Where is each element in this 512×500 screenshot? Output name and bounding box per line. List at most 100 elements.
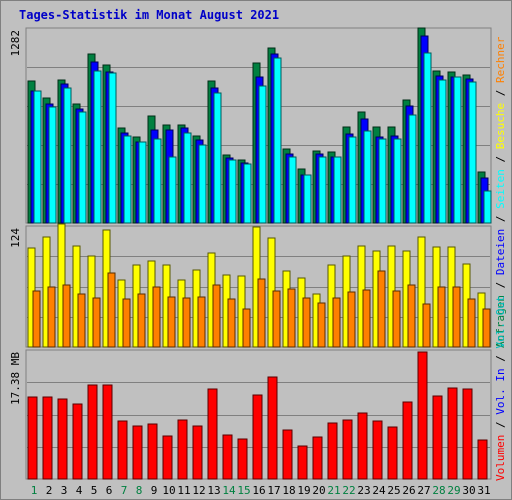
bar-seiten-day-11	[183, 132, 192, 224]
day-label-16: 16	[252, 484, 265, 497]
bar-volumen-day-12	[192, 425, 203, 480]
day-label-14: 14	[222, 484, 236, 497]
bar-volumen-day-10	[162, 435, 173, 480]
legend-besuche: Besuche	[494, 103, 507, 149]
bar-rechner-day-1	[32, 290, 41, 348]
legend-volout: Vol. Out	[494, 296, 507, 349]
bar-rechner-day-31	[482, 308, 491, 348]
day-label-21: 21	[327, 484, 340, 497]
bar-rechner-day-14	[227, 298, 236, 348]
bar-volumen-day-19	[297, 445, 308, 480]
bar-seiten-day-21	[333, 156, 342, 224]
bar-seiten-day-18	[288, 156, 297, 224]
day-label-17: 17	[267, 484, 280, 497]
day-label-22: 22	[342, 484, 355, 497]
day-label-8: 8	[136, 484, 143, 497]
bar-volumen-day-6	[102, 384, 113, 480]
bar-rechner-day-18	[287, 288, 296, 348]
bar-seiten-day-13	[213, 92, 222, 224]
axis-max-label-visits-sites: 124	[9, 228, 22, 248]
day-label-13: 13	[207, 484, 220, 497]
legend-separator: /	[494, 83, 507, 103]
bar-seiten-day-30	[468, 81, 477, 224]
legend-separator: /	[494, 149, 507, 169]
bar-rechner-day-9	[152, 286, 161, 348]
bar-seiten-day-7	[123, 135, 132, 224]
bar-rechner-day-20	[317, 302, 326, 348]
bar-rechner-day-24	[377, 270, 386, 348]
bar-rechner-day-8	[137, 293, 146, 348]
bar-rechner-day-10	[167, 296, 176, 348]
day-label-10: 10	[162, 484, 175, 497]
bar-volumen-day-20	[312, 436, 323, 480]
day-label-19: 19	[297, 484, 310, 497]
day-label-11: 11	[177, 484, 190, 497]
bar-rechner-day-12	[197, 296, 206, 348]
bar-rechner-day-21	[332, 297, 341, 348]
bar-seiten-day-6	[108, 72, 117, 224]
bar-volumen-day-26	[402, 401, 413, 480]
legend-separator: /	[494, 415, 507, 435]
day-label-9: 9	[151, 484, 158, 497]
bar-volumen-day-18	[282, 429, 293, 480]
bar-volumen-day-27	[417, 351, 428, 480]
bar-seiten-day-12	[198, 144, 207, 224]
day-label-28: 28	[432, 484, 445, 497]
day-label-31: 31	[477, 484, 490, 497]
day-label-1: 1	[31, 484, 38, 497]
bar-volumen-day-16	[252, 394, 263, 480]
bar-volumen-day-3	[57, 398, 68, 480]
legend-separator: /	[494, 209, 507, 229]
legend-dateien: Dateien	[494, 229, 507, 275]
chart-title: Tages-Statistik im Monat August 2021	[19, 8, 280, 22]
legend-upper: Anfragen / Dateien / Seiten / Besuche / …	[494, 36, 507, 348]
bar-volumen-day-13	[207, 388, 218, 480]
bar-rechner-day-28	[437, 286, 446, 348]
bar-seiten-day-8	[138, 141, 147, 224]
bar-seiten-day-24	[378, 138, 387, 224]
legend-separator: /	[494, 275, 507, 295]
bar-seiten-day-2	[48, 106, 57, 224]
bar-rechner-day-7	[122, 298, 131, 348]
bar-seiten-day-16	[258, 85, 267, 224]
bar-seiten-day-5	[93, 70, 102, 224]
bar-volumen-day-7	[117, 420, 128, 480]
bar-volumen-day-25	[387, 426, 398, 480]
bar-rechner-day-15	[242, 308, 251, 348]
day-label-27: 27	[417, 484, 430, 497]
day-label-7: 7	[121, 484, 128, 497]
bar-rechner-day-29	[452, 286, 461, 348]
bar-seiten-day-3	[63, 87, 72, 224]
bar-rechner-day-16	[257, 278, 266, 348]
bar-rechner-day-25	[392, 290, 401, 348]
bar-rechner-day-3	[62, 284, 71, 348]
day-label-29: 29	[447, 484, 460, 497]
bar-rechner-day-5	[92, 297, 101, 348]
legend-lower: Volumen / Vol. In / Vol. Out	[494, 296, 507, 481]
bar-seiten-day-1	[33, 90, 42, 224]
bar-seiten-day-15	[243, 163, 252, 224]
day-label-15: 15	[237, 484, 250, 497]
day-label-18: 18	[282, 484, 295, 497]
day-label-26: 26	[402, 484, 415, 497]
day-label-20: 20	[312, 484, 325, 497]
bar-rechner-day-6	[107, 272, 116, 348]
day-label-4: 4	[76, 484, 83, 497]
bar-seiten-day-29	[453, 76, 462, 224]
day-label-12: 12	[192, 484, 205, 497]
bar-rechner-day-17	[272, 290, 281, 348]
axis-max-label-volume: 17.38 MB	[9, 352, 22, 405]
bar-volumen-day-8	[132, 425, 143, 480]
day-label-2: 2	[46, 484, 53, 497]
day-label-25: 25	[387, 484, 400, 497]
bar-volumen-day-11	[177, 419, 188, 480]
bar-volumen-day-30	[462, 388, 473, 480]
bar-seiten-day-14	[228, 159, 237, 224]
bar-seiten-day-19	[303, 174, 312, 224]
bar-seiten-day-17	[273, 57, 282, 224]
bar-rechner-day-27	[422, 303, 431, 348]
legend-volumen: Volumen	[494, 435, 507, 481]
bar-seiten-day-26	[408, 114, 417, 224]
